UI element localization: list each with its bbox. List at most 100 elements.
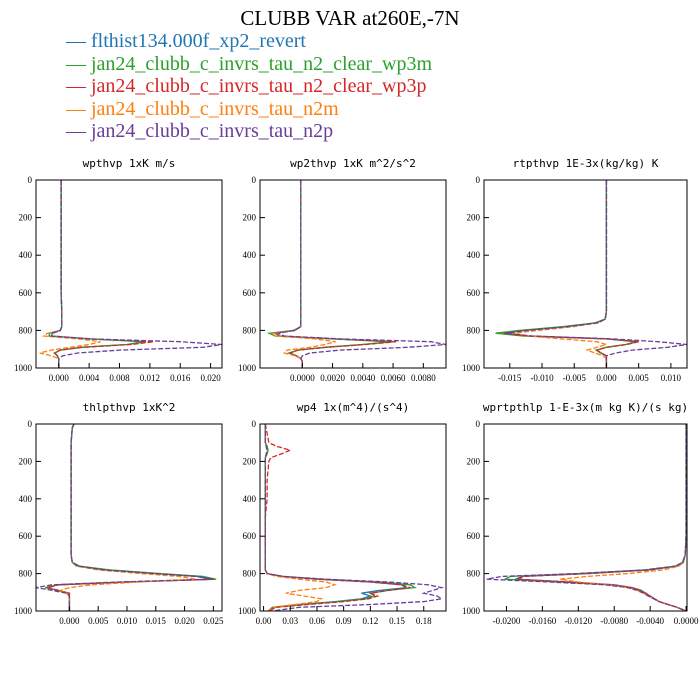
legend-entry: — jan24_clubb_c_invrs_tau_n2m (66, 97, 339, 120)
y-tick-label: 0 (476, 175, 481, 185)
x-tick-label: 0.0020 (320, 373, 345, 383)
panel-title: wp4 1x(m^4)/(s^4) (297, 401, 410, 414)
x-tick-label: -0.005 (563, 373, 587, 383)
y-tick-label: 800 (19, 325, 33, 335)
y-tick-label: 1000 (14, 606, 33, 616)
y-tick-label: 200 (19, 456, 33, 466)
y-tick-label: 800 (19, 569, 33, 579)
series-line (273, 180, 391, 368)
series-line (264, 424, 337, 611)
x-tick-label: 0.18 (416, 616, 432, 626)
plot-panel: thlpthvp 1xK^2 0 200 400 600 800 1000 0.000 0.00… (14, 401, 224, 626)
x-tick-label: 0.0040 (350, 373, 375, 383)
x-tick-label: 0.0000 (290, 373, 315, 383)
plot-frame (35, 423, 223, 612)
plot-frame (35, 179, 223, 369)
y-tick-label: 0 (252, 175, 257, 185)
plot-frame (483, 423, 688, 612)
panel-title: wp2thvp 1xK m^2/s^2 (290, 157, 416, 170)
x-tick-label: -0.0200 (493, 616, 521, 626)
y-tick-label: 400 (243, 494, 257, 504)
plot-panel: wp2thvp 1xK m^2/s^2 0 200 400 600 800 1000 0.00… (238, 157, 447, 383)
plot-frame (259, 423, 447, 612)
x-tick-label: -0.0160 (529, 616, 557, 626)
legend-entry: — jan24_clubb_c_invrs_tau_n2_clear_wp3m (66, 52, 433, 75)
legend: — flthist134.000f_xp2_revert — jan24_clu… (66, 30, 432, 143)
series-line (270, 180, 336, 368)
series-line (39, 180, 101, 368)
series-line (48, 180, 147, 368)
figure-title: CLUBB VAR at260E,-7N (240, 6, 460, 30)
y-tick-label: 1000 (462, 606, 481, 616)
y-tick-label: 400 (19, 250, 33, 260)
y-tick-label: 400 (19, 494, 33, 504)
plot-panel: wpthvp 1xK m/s 0 200 400 600 800 1000 0.000 0.00… (14, 157, 223, 383)
legend-entry: — jan24_clubb_c_invrs_tau_n2_clear_wp3p (66, 75, 427, 97)
x-tick-label: 0.025 (203, 616, 224, 626)
y-tick-label: 800 (243, 569, 257, 579)
y-tick-label: 200 (467, 213, 481, 223)
y-tick-label: 600 (467, 288, 481, 298)
series-line (516, 424, 687, 611)
series-line (273, 180, 397, 368)
y-tick-label: 1000 (462, 363, 481, 373)
plot-frame (483, 179, 688, 369)
series-line (264, 424, 445, 611)
x-tick-label: 0.005 (629, 373, 650, 383)
panel-title: wprtpthlp 1-E-3x(m kg K)/(s kg) (483, 401, 688, 414)
y-tick-label: 0 (476, 419, 481, 429)
y-tick-label: 600 (467, 531, 481, 541)
x-tick-label: -0.0080 (600, 616, 628, 626)
x-tick-label: 0.020 (200, 373, 221, 383)
plot-panel: rtpthvp 1E-3x(kg/kg) K 0 200 400 600 800 1000 -… (462, 157, 688, 383)
y-tick-label: 600 (19, 531, 33, 541)
panel-title: thlpthvp 1xK^2 (83, 401, 176, 414)
legend-entry: — jan24_clubb_c_invrs_tau_n2p (66, 120, 334, 142)
y-tick-label: 200 (467, 456, 481, 466)
x-tick-label: 0.000 (596, 373, 617, 383)
y-tick-label: 0 (28, 175, 33, 185)
series-line (504, 180, 687, 368)
panel-title: wpthvp 1xK m/s (83, 157, 176, 170)
y-tick-label: 1000 (14, 363, 33, 373)
x-tick-label: -0.0120 (564, 616, 592, 626)
series-line (515, 424, 687, 611)
y-tick-label: 800 (467, 569, 481, 579)
plot-frame (259, 179, 447, 369)
y-tick-label: 600 (243, 531, 257, 541)
legend-entry: — flthist134.000f_xp2_revert (66, 30, 306, 52)
x-tick-label: -0.015 (498, 373, 522, 383)
x-tick-label: 0.008 (109, 373, 130, 383)
y-tick-label: 400 (467, 250, 481, 260)
y-tick-label: 1000 (238, 606, 257, 616)
y-tick-label: 800 (467, 325, 481, 335)
x-tick-label: 0.015 (146, 616, 167, 626)
x-tick-label: 0.0060 (381, 373, 406, 383)
x-tick-label: 0.016 (170, 373, 191, 383)
x-tick-label: 0.020 (174, 616, 195, 626)
x-tick-label: 0.004 (79, 373, 100, 383)
x-tick-label: 0.0000 (674, 616, 699, 626)
y-tick-label: 200 (243, 213, 257, 223)
y-tick-label: 600 (243, 288, 257, 298)
plot-panel: wprtpthlp 1-E-3x(m kg K)/(s kg)0 200 400 60… (462, 401, 699, 626)
x-tick-label: -0.010 (530, 373, 554, 383)
x-tick-label: 0.06 (309, 616, 325, 626)
x-tick-label: 0.03 (282, 616, 298, 626)
x-tick-label: 0.010 (661, 373, 682, 383)
series-line (50, 180, 222, 368)
x-tick-label: 0.12 (362, 616, 378, 626)
x-tick-label: 0.0080 (411, 373, 436, 383)
y-tick-label: 600 (19, 288, 33, 298)
x-tick-label: 0.15 (389, 616, 405, 626)
x-tick-label: 0.000 (59, 616, 80, 626)
y-tick-label: 200 (243, 456, 257, 466)
x-tick-label: 0.000 (49, 373, 70, 383)
x-tick-label: 0.00 (256, 616, 272, 626)
series-line (59, 424, 197, 611)
y-tick-label: 200 (19, 213, 33, 223)
x-tick-label: 0.005 (88, 616, 109, 626)
y-tick-label: 1000 (238, 363, 257, 373)
x-tick-label: -0.0040 (636, 616, 664, 626)
